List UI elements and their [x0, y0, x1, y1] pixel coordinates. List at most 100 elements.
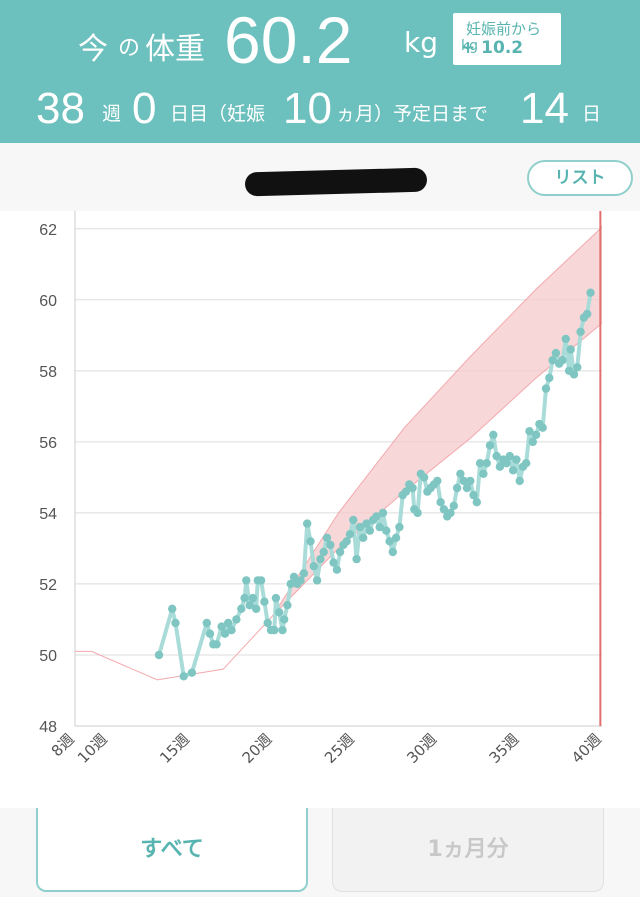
tab-one-month[interactable]: 1ヵ月分	[332, 808, 604, 892]
current-label-no: の	[118, 36, 141, 61]
weight-point	[576, 327, 585, 336]
days-left-value: 14	[520, 84, 569, 133]
weight-point	[299, 569, 309, 578]
weight-gain-number: + 10.2	[461, 38, 524, 58]
months-unit: ヵ月）予定日まで	[336, 103, 489, 125]
weight-point	[362, 519, 371, 528]
weight-point	[306, 537, 315, 546]
range-tabs: すべて 1ヵ月分	[0, 808, 640, 897]
weight-point	[541, 384, 551, 393]
weight-point	[385, 537, 394, 546]
x-tick-label: 20週	[239, 730, 276, 767]
weight-point	[270, 625, 279, 635]
weight-point	[217, 622, 226, 631]
weight-point	[439, 505, 449, 514]
weight-point	[569, 370, 579, 379]
weight-point	[551, 348, 561, 358]
weight-point	[245, 601, 254, 610]
weight-point	[462, 483, 472, 493]
current-weight-value: 60.2	[224, 3, 353, 77]
weight-point	[232, 615, 241, 624]
weight-point	[312, 576, 322, 585]
weight-point	[489, 430, 498, 439]
x-tick-label: 25週	[321, 730, 358, 767]
weight-point	[329, 558, 338, 567]
weight-point	[475, 459, 485, 468]
weight-point	[154, 650, 164, 660]
weight-point	[472, 498, 481, 507]
current-weight-row: 今 の 体重 60.2 kg 妊娠前から + 10.2 kg	[0, 0, 640, 80]
weight-point	[492, 451, 501, 461]
weight-point	[566, 345, 575, 354]
y-tick-label: 54	[39, 506, 57, 523]
current-label-weight: 体重	[145, 32, 205, 67]
x-tick-label: 15週	[156, 730, 193, 767]
weight-point	[482, 459, 491, 468]
weight-point	[408, 483, 417, 493]
weight-point	[449, 501, 458, 510]
weight-point	[528, 437, 537, 447]
weight-point	[512, 455, 521, 464]
weight-point	[171, 618, 180, 628]
weight-point	[237, 604, 246, 613]
weight-point	[242, 576, 251, 585]
weight-point	[256, 576, 266, 585]
weight-point	[505, 451, 514, 461]
weight-point	[342, 537, 351, 546]
y-tick-label: 48	[39, 719, 57, 736]
weight-point	[452, 483, 462, 493]
weight-point	[280, 615, 289, 624]
weight-point	[382, 526, 391, 535]
current-label-now: 今	[78, 32, 108, 67]
weight-gain-badge: 妊娠前から + 10.2 kg	[453, 13, 561, 65]
weight-point	[378, 508, 388, 518]
tab-all[interactable]: すべて	[36, 808, 308, 892]
weight-point	[538, 423, 547, 432]
weight-point	[522, 459, 531, 468]
weight-point	[375, 522, 384, 532]
weight-point	[260, 597, 269, 606]
weight-point	[326, 540, 335, 550]
weight-point	[202, 618, 211, 628]
weight-point	[212, 640, 221, 649]
weight-point	[583, 309, 592, 319]
weight-point	[508, 466, 518, 475]
days-unit: 日目（妊娠	[170, 103, 266, 125]
weight-point	[545, 373, 554, 383]
weight-point	[419, 473, 429, 482]
weight-gain-label: 妊娠前から	[466, 20, 542, 38]
weight-point	[466, 476, 475, 486]
weight-point	[289, 572, 299, 581]
x-tick-label: 40週	[568, 730, 605, 767]
weight-point	[335, 547, 345, 557]
weight-point	[168, 604, 177, 613]
weight-point	[355, 522, 365, 532]
weight-point	[275, 608, 284, 617]
weight-point	[278, 625, 287, 635]
weight-point	[391, 533, 401, 542]
weight-point	[459, 476, 468, 486]
weight-point	[573, 363, 582, 372]
weight-point	[433, 476, 442, 486]
weight-point	[187, 668, 197, 677]
list-view-button[interactable]: リスト	[527, 160, 633, 196]
weight-point	[485, 441, 495, 450]
weight-point	[525, 427, 534, 436]
weight-unit: kg	[404, 26, 438, 59]
weight-point	[240, 593, 249, 603]
weight-point	[515, 476, 524, 486]
weight-gain-unit: kg	[461, 38, 478, 54]
weight-point	[365, 526, 374, 535]
weight-point	[286, 579, 295, 589]
weight-point	[248, 593, 258, 603]
weight-point	[322, 533, 332, 542]
weight-point	[283, 601, 292, 610]
weight-point	[479, 469, 488, 478]
weight-point	[227, 625, 236, 635]
weight-point	[372, 512, 381, 521]
redacted-label	[244, 167, 428, 197]
y-tick-label: 60	[39, 293, 57, 310]
weight-point	[224, 618, 233, 628]
weight-point	[548, 356, 557, 365]
x-tick-label: 30週	[403, 730, 440, 767]
